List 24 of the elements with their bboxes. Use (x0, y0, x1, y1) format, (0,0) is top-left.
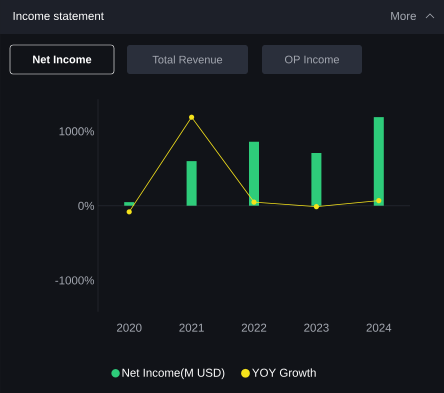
text: Total Revenue (152, 55, 222, 64)
y-tick-label: 0% (78, 202, 94, 210)
point (251, 200, 257, 205)
point (189, 114, 194, 120)
x-tick-label: 2021 (179, 324, 204, 332)
text: OP Income (285, 56, 340, 64)
bar (249, 142, 259, 206)
legend-label: YOY Growth (252, 368, 316, 377)
y-tick-label: 1000% (60, 127, 94, 136)
point (126, 209, 132, 214)
point (376, 198, 382, 204)
chart-title: Income statement (14, 12, 104, 20)
bar (186, 161, 197, 206)
text: Net Income (33, 56, 92, 64)
bar (311, 152, 322, 206)
x-tick-label: 2023 (304, 324, 329, 332)
bar (374, 117, 384, 206)
point (314, 204, 319, 210)
legend-label: Net Income(M USD) (122, 368, 224, 380)
x-tick-label: 2020 (116, 324, 142, 332)
x-tick-label: 2024 (366, 324, 392, 332)
x-tick-label: 2022 (242, 324, 266, 332)
text: More (391, 12, 416, 20)
y-tick-label: -1000% (55, 276, 94, 284)
